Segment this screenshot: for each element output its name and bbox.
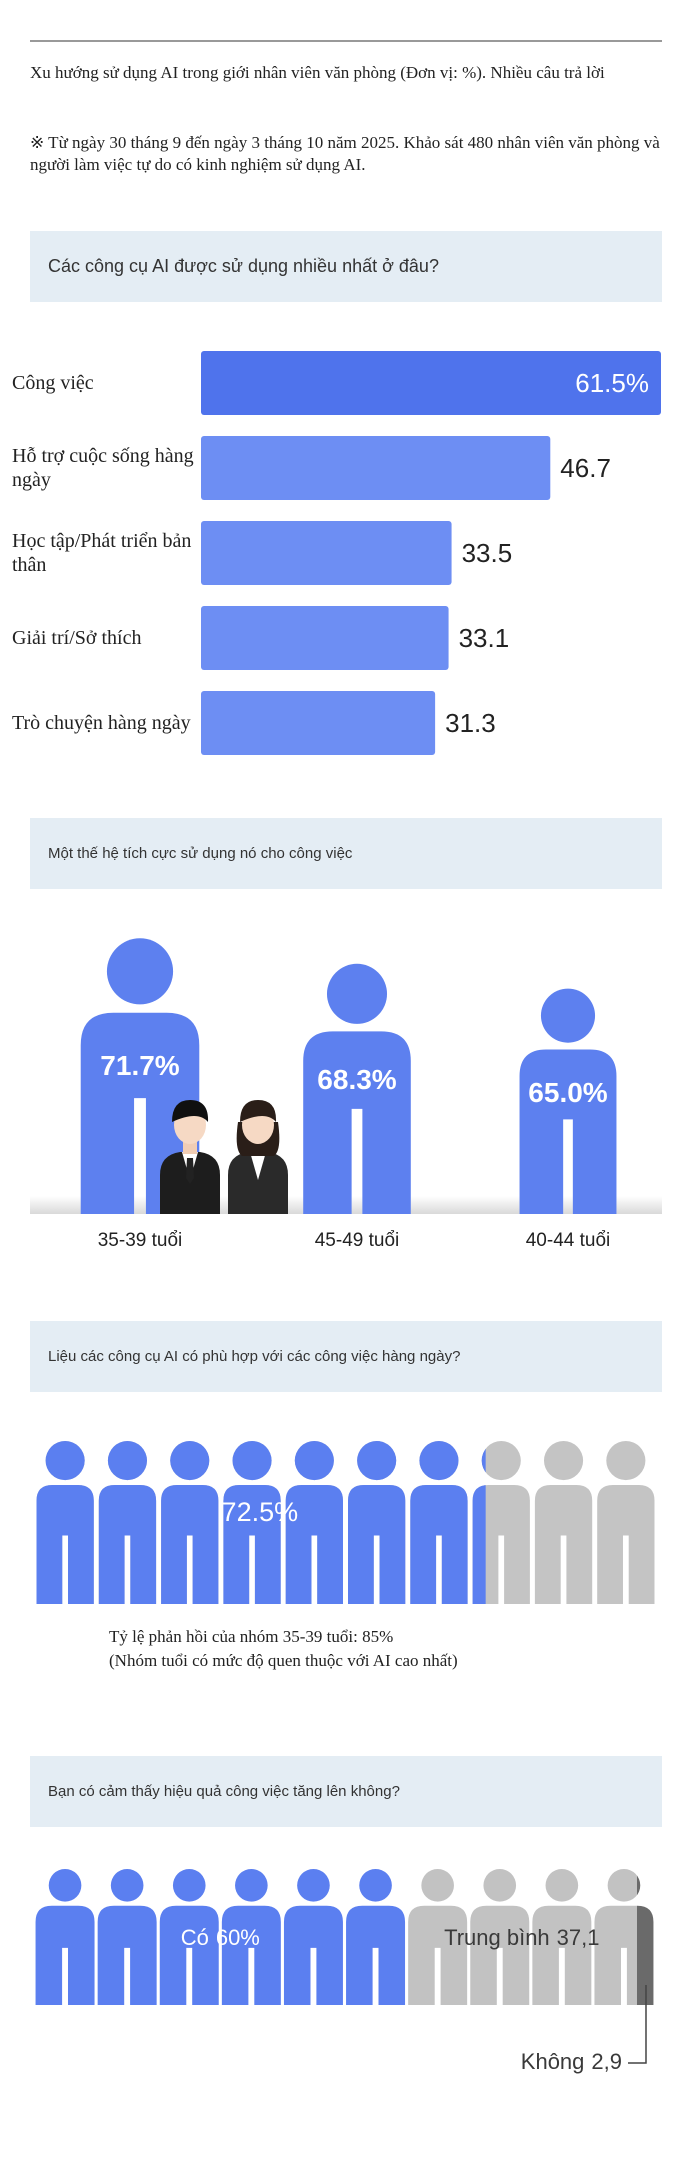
section-header bbox=[30, 1756, 662, 1827]
bar bbox=[201, 606, 449, 670]
figure bbox=[303, 963, 411, 1214]
header-note: ※ Từ ngày 30 tháng 9 đến ngày 3 tháng 10… bbox=[30, 133, 660, 174]
category-label: Có bbox=[181, 1925, 209, 1950]
category-label: Công việc bbox=[12, 372, 94, 394]
value-label: 65.0% bbox=[528, 1077, 607, 1108]
figure-head bbox=[106, 938, 174, 1005]
category-label: 40-44 tuổi bbox=[526, 1230, 611, 1251]
category-label: Trung bình bbox=[444, 1925, 550, 1950]
value-label: 37,1 bbox=[557, 1925, 600, 1950]
bar bbox=[201, 691, 436, 755]
category-label: Trò chuyện hàng ngày bbox=[12, 712, 191, 734]
bar bbox=[201, 436, 551, 500]
section-title: Liệu các công cụ AI có phù hợp với các c… bbox=[48, 1348, 460, 1365]
figure-head bbox=[540, 988, 596, 1043]
value-label: 31.3 bbox=[445, 708, 496, 738]
figure bbox=[519, 988, 617, 1214]
value-label: 2,9 bbox=[591, 2049, 622, 2074]
header-title: Xu hướng sử dụng AI trong giới nhân viên… bbox=[30, 63, 605, 82]
segment-label: Không 2,9 bbox=[521, 2049, 622, 2074]
segment-label: Có 60% bbox=[181, 1925, 260, 1950]
value-label: 33.1 bbox=[459, 623, 510, 653]
figure-head bbox=[326, 963, 388, 1024]
value-label: 68.3% bbox=[317, 1064, 396, 1095]
category-label: Hỗ trợ cuộc sống hàng ngày bbox=[12, 445, 194, 491]
section-header bbox=[30, 231, 662, 302]
section-title: Các công cụ AI được sử dụng nhiều nhất ở… bbox=[48, 256, 439, 276]
value-label: 71.7% bbox=[100, 1050, 179, 1081]
category-label: 45-49 tuổi bbox=[315, 1230, 400, 1251]
category-label: 35-39 tuổi bbox=[98, 1230, 183, 1251]
avatar-hair bbox=[172, 1100, 209, 1122]
bar bbox=[201, 521, 452, 585]
avatar-body bbox=[228, 1152, 288, 1214]
section-header bbox=[30, 1321, 662, 1392]
avatar-tie bbox=[186, 1158, 194, 1184]
value-label: 60% bbox=[216, 1925, 260, 1950]
avatar-hair bbox=[240, 1100, 277, 1122]
segment bbox=[636, 1869, 654, 2005]
section-header bbox=[30, 818, 662, 889]
bar bbox=[201, 351, 661, 415]
avatar bbox=[160, 1100, 220, 1214]
value-label: 33.5 bbox=[462, 538, 513, 568]
segment-label: Trung bình 37,1 bbox=[444, 1925, 599, 1950]
section-title: Bạn có cảm thấy hiệu quả công việc tăng … bbox=[48, 1783, 400, 1800]
value-label: 61.5% bbox=[575, 368, 649, 398]
annotation: (Nhóm tuổi có mức độ quen thuộc với AI c… bbox=[109, 1651, 458, 1670]
value-label: 72.5% bbox=[222, 1497, 299, 1527]
category-label: Học tập/Phát triển bản thân bbox=[12, 530, 192, 576]
section-title: Một thế hệ tích cực sử dụng nó cho công … bbox=[48, 845, 353, 862]
annotation: Tỷ lệ phản hồi của nhóm 35-39 tuổi: 85% bbox=[109, 1627, 394, 1646]
avatar bbox=[228, 1100, 288, 1214]
avatar-shirt bbox=[250, 1152, 266, 1180]
figure-body bbox=[303, 1031, 411, 1214]
value-label: 46.7 bbox=[560, 453, 611, 483]
figure-body bbox=[519, 1049, 617, 1214]
leader-line bbox=[628, 1985, 647, 2064]
category-label: Không bbox=[521, 2049, 585, 2074]
category-label: Giải trí/Sở thích bbox=[12, 627, 142, 649]
